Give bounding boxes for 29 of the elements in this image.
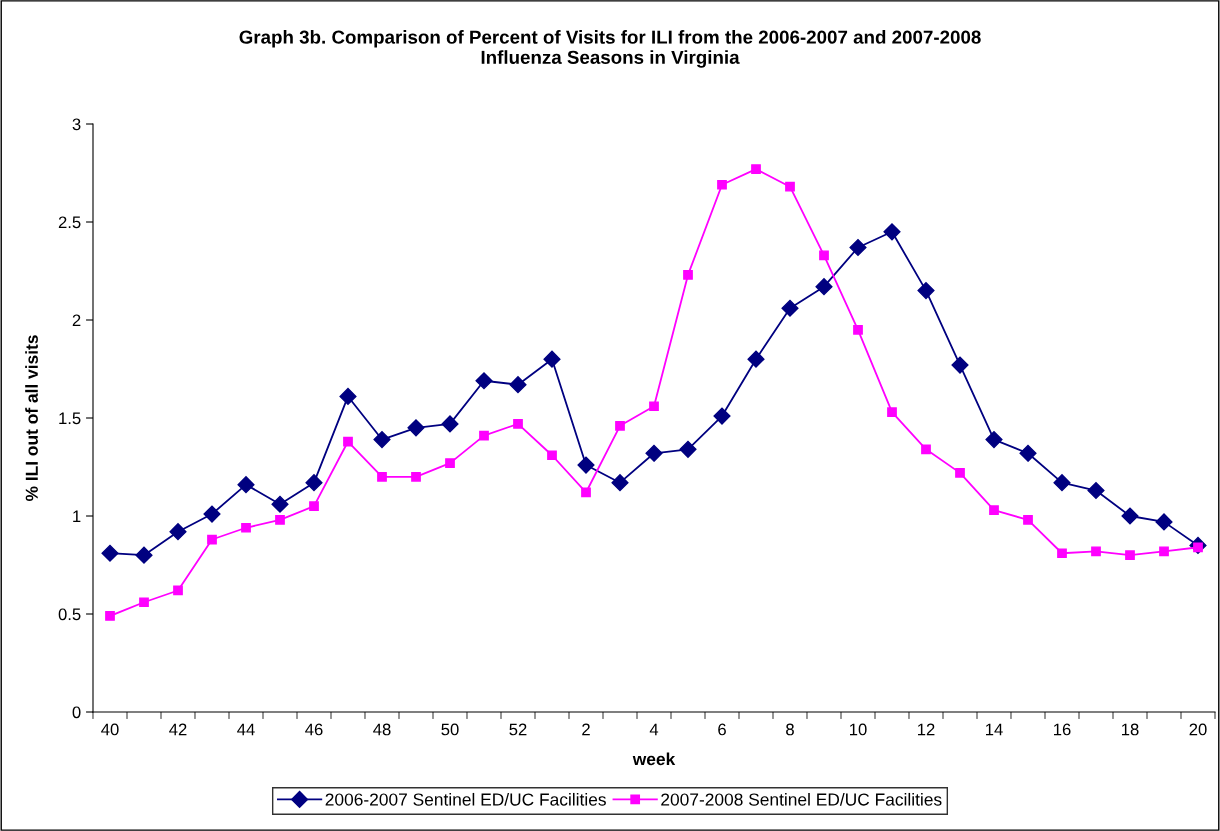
y-axis-title: % ILI out of all visits (25, 335, 38, 501)
x-tick-label: 12 (918, 723, 935, 736)
x-tick-label: 48 (373, 723, 391, 736)
x-tick-label: 50 (441, 723, 459, 736)
x-tick-label: 44 (237, 723, 255, 736)
y-tick-label: 1 (73, 510, 81, 523)
chart-title: Graph 3b. Comparison of Percent of Visits for ILI from the 2006-2007 and 2007-2008 Influenza Seasons in Virginia (239, 30, 981, 68)
legend-label: 2006-2007 Sentinel ED/UC Facilities (325, 792, 606, 806)
x-tick-label: 46 (305, 723, 323, 736)
y-tick-label: 2 (72, 314, 81, 327)
x-tick-label: 6 (718, 723, 726, 736)
x-tick-label: 18 (1122, 723, 1139, 736)
legend-label: 2007-2008 Sentinel ED/UC Facilities (661, 792, 942, 806)
y-tick-label: 3 (72, 118, 81, 131)
x-tick-label: 2 (582, 723, 590, 736)
x-tick-label: 10 (850, 723, 867, 736)
x-tick-label: 52 (509, 723, 527, 736)
y-tick-label: 1.5 (59, 412, 81, 425)
x-tick-label: 42 (169, 723, 187, 736)
x-tick-label: 14 (986, 723, 1003, 736)
y-tick-label: 2.5 (58, 216, 81, 229)
x-tick-label: 16 (1054, 723, 1071, 736)
y-tick-label: 0 (72, 706, 81, 719)
x-tick-label: 20 (1189, 723, 1207, 736)
x-axis-title: week (632, 752, 676, 766)
x-tick-label: 8 (786, 723, 794, 736)
x-tick-label: 40 (101, 723, 119, 736)
x-tick-label: 4 (649, 723, 659, 736)
y-tick-label: 0.5 (58, 608, 81, 621)
